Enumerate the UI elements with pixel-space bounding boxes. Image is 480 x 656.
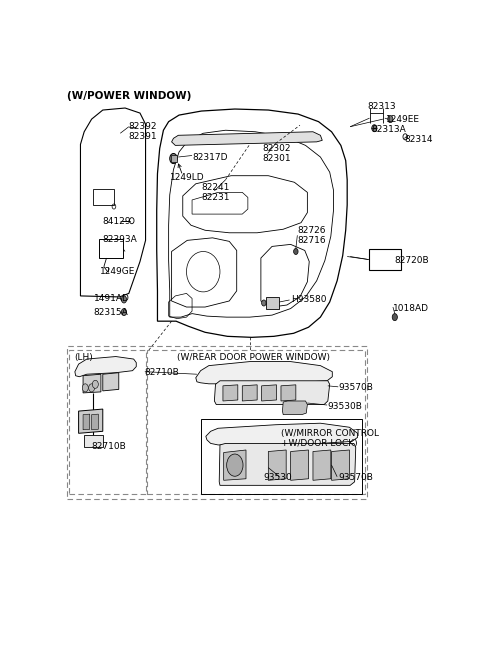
Text: 82392
82391: 82392 82391 (129, 122, 157, 142)
Polygon shape (92, 414, 98, 430)
Text: 82393A: 82393A (103, 235, 138, 244)
Text: (LH): (LH) (74, 353, 93, 362)
Text: 1018AD: 1018AD (393, 304, 429, 313)
Polygon shape (215, 380, 330, 405)
Text: 93570B: 93570B (338, 473, 373, 482)
Polygon shape (262, 385, 276, 401)
Text: 1491AD: 1491AD (94, 295, 129, 304)
Polygon shape (171, 155, 177, 161)
Text: 82726
82716: 82726 82716 (297, 226, 326, 245)
Polygon shape (79, 409, 103, 434)
Circle shape (92, 380, 98, 388)
Text: (W/MIRROR CONTROL
+W/DOOR LOCK): (W/MIRROR CONTROL +W/DOOR LOCK) (281, 428, 379, 448)
Polygon shape (282, 401, 307, 415)
Bar (201, 419, 362, 494)
Circle shape (89, 384, 95, 392)
Text: 82313: 82313 (367, 102, 396, 111)
Text: 93530B: 93530B (327, 401, 362, 411)
Text: 82302
82301: 82302 82301 (263, 144, 291, 163)
Text: 93570B: 93570B (338, 383, 373, 392)
Circle shape (294, 249, 298, 255)
Polygon shape (84, 435, 103, 447)
Circle shape (121, 296, 127, 303)
Text: 82710B: 82710B (145, 368, 180, 377)
Polygon shape (223, 385, 238, 401)
Polygon shape (242, 385, 257, 401)
Text: 82317D: 82317D (192, 152, 228, 161)
Polygon shape (266, 297, 279, 308)
Bar (69, 350, 145, 494)
Polygon shape (196, 361, 332, 384)
Polygon shape (290, 450, 309, 480)
Text: 82720B: 82720B (394, 256, 429, 265)
Polygon shape (332, 450, 349, 480)
Polygon shape (172, 132, 322, 146)
Circle shape (170, 154, 177, 163)
Text: 82313A: 82313A (372, 125, 407, 134)
Text: H93580: H93580 (290, 295, 326, 304)
Circle shape (262, 300, 266, 306)
Polygon shape (268, 450, 286, 480)
Polygon shape (83, 374, 101, 393)
Circle shape (372, 125, 377, 132)
Text: 1249GE: 1249GE (100, 267, 135, 276)
Circle shape (227, 454, 243, 476)
Bar (147, 350, 365, 494)
Polygon shape (219, 443, 356, 485)
Circle shape (83, 384, 88, 392)
Text: 93530: 93530 (264, 473, 293, 482)
Text: 1249LD: 1249LD (170, 173, 204, 182)
Polygon shape (224, 450, 246, 480)
Text: (W/POWER WINDOW): (W/POWER WINDOW) (67, 91, 192, 101)
Circle shape (121, 308, 127, 316)
Text: 82710B: 82710B (92, 442, 126, 451)
Polygon shape (103, 373, 119, 391)
Text: 82315A: 82315A (94, 308, 128, 317)
Text: (W/REAR DOOR POWER WINDOW): (W/REAR DOOR POWER WINDOW) (177, 353, 330, 362)
Bar (369, 249, 401, 270)
Text: 82241
82231: 82241 82231 (202, 182, 230, 202)
Polygon shape (281, 385, 296, 401)
Circle shape (392, 314, 397, 321)
Text: 82314: 82314 (404, 135, 432, 144)
Polygon shape (313, 450, 331, 480)
Polygon shape (75, 357, 136, 377)
Text: 1249EE: 1249EE (385, 115, 420, 123)
Bar (67, 346, 367, 499)
Text: 84129: 84129 (103, 216, 132, 226)
Polygon shape (83, 414, 90, 430)
Polygon shape (206, 423, 358, 445)
Circle shape (388, 115, 393, 123)
